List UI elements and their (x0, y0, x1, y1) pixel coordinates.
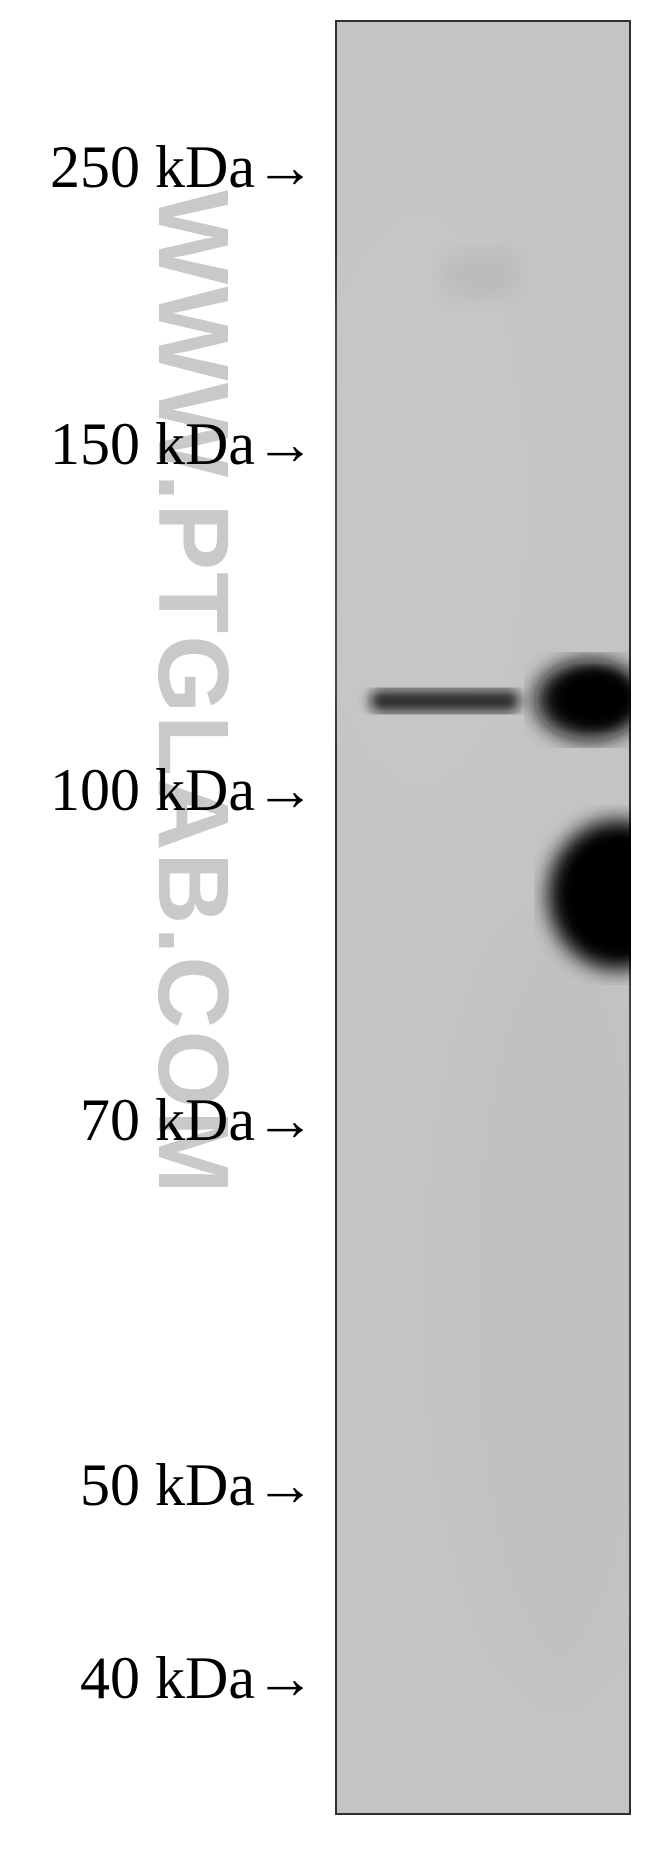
mw-marker-40: 40 kDa→ (80, 1648, 315, 1708)
western-blot-figure: WWW.PTGLAB.COM 250 kDa→ 150 kDa→ 100 kDa… (0, 0, 650, 1855)
mw-marker-50: 50 kDa→ (80, 1455, 315, 1515)
band-upper-core (557, 670, 633, 726)
lane-content (300, 20, 650, 1815)
band-upper-tail (370, 690, 520, 712)
faint-spot-0 (440, 250, 520, 300)
mw-marker-100: 100 kDa→ (50, 760, 315, 820)
blot-svg-overlay (0, 0, 650, 1855)
mw-marker-70: 70 kDa→ (80, 1090, 315, 1150)
mw-marker-150: 150 kDa→ (50, 414, 315, 474)
mw-marker-250: 250 kDa→ (50, 137, 315, 197)
